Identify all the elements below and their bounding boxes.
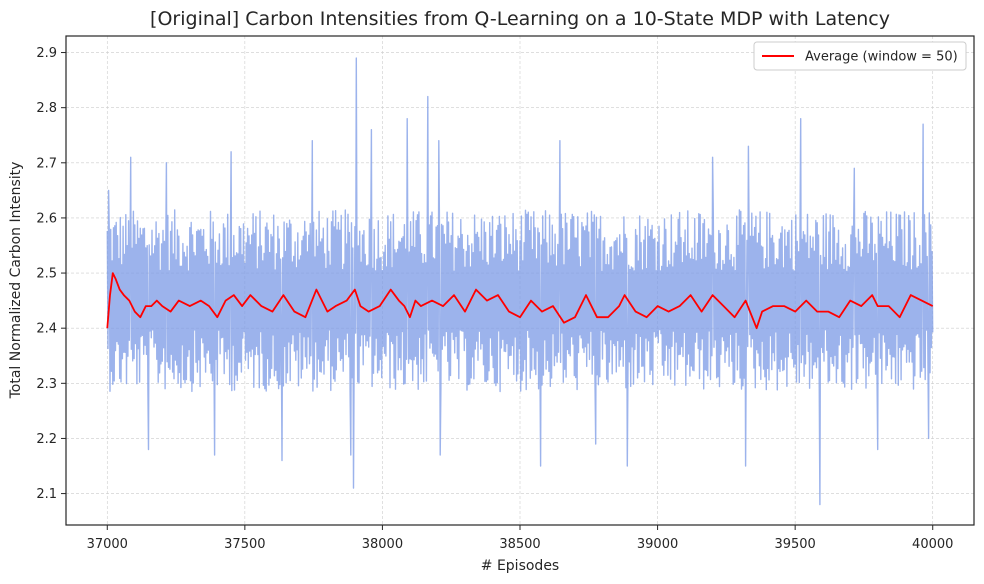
x-tick-label: 38000 — [362, 537, 403, 552]
y-tick-label: 2.1 — [36, 487, 57, 502]
x-axis-ticks: 37000 37500 38000 38500 39000 39500 40000 — [87, 525, 953, 552]
y-tick-label: 2.2 — [36, 432, 57, 447]
x-tick-label: 37000 — [87, 537, 128, 552]
raw-series-line — [106, 57, 934, 506]
raw-series — [106, 57, 934, 506]
y-tick-label: 2.4 — [36, 322, 57, 337]
average-series-line — [106, 272, 934, 330]
x-axis-label: # Episodes — [481, 558, 559, 574]
y-tick-label: 2.3 — [36, 377, 57, 392]
y-axis-label: Total Normalized Carbon Intensity — [8, 162, 24, 400]
x-tick-label: 38500 — [499, 537, 540, 552]
y-tick-label: 2.5 — [36, 267, 57, 282]
y-axis-ticks: 2.1 2.2 2.3 2.4 2.5 2.6 2.7 2.8 2.9 — [36, 46, 66, 502]
y-tick-label: 2.8 — [36, 101, 57, 116]
legend-label-average: Average (window = 50) — [805, 50, 958, 65]
y-tick-label: 2.7 — [36, 156, 57, 171]
chart-title: [Original] Carbon Intensities from Q-Lea… — [150, 8, 890, 30]
legend: Average (window = 50) — [753, 41, 967, 71]
x-tick-label: 37500 — [224, 537, 265, 552]
y-tick-label: 2.9 — [36, 46, 57, 61]
y-tick-label: 2.6 — [36, 211, 57, 226]
legend-box — [753, 41, 967, 71]
average-series — [106, 272, 934, 330]
x-tick-label: 39000 — [637, 537, 678, 552]
x-tick-label: 39500 — [774, 537, 815, 552]
x-tick-label: 40000 — [912, 537, 953, 552]
